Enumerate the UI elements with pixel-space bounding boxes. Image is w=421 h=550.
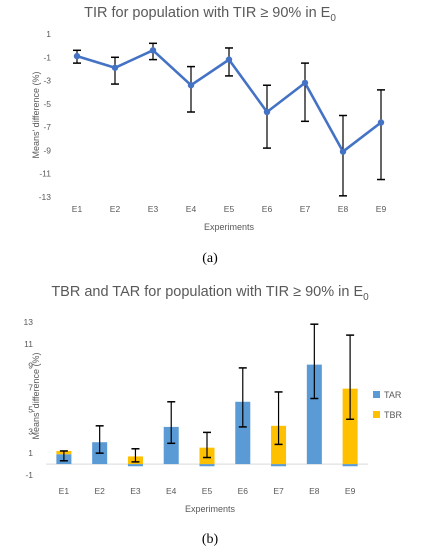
chart-a-x-tick-label: E2 [110,204,121,214]
chart-a-axis: 1 -1 -3 -5 -7 -9 -11 -13 E1 E2 E3 E4 E5 E6 E7 E8 E9 [39,29,387,214]
chart-a-caption: (a) [202,251,218,266]
chart-a-data-point [73,52,81,60]
chart-a-y-tick-label: -7 [43,122,51,132]
chart-b-bar-tar [127,464,143,467]
chart-b-y-tick-label: 1 [28,448,33,458]
chart-a-y-tick-label: -3 [43,76,51,86]
chart-b-legend: TAR TBR [373,390,403,420]
chart-b-x-tick-label: E6 [238,486,249,496]
chart-a-data-point [225,56,233,63]
chart-b-legend-swatch-tar [373,391,380,398]
chart-b-y-tick-label: 3 [28,426,33,436]
chart-b-bar-tbr [342,388,358,465]
chart-a-data-point [187,82,195,89]
chart-b-bar-tar [342,464,358,467]
chart-a-data-point [111,64,119,71]
chart-b-bars [56,323,358,467]
chart-a: TIR for population with TIR ≥ 90% in E0 … [31,5,386,266]
chart-b-bar-tar [271,464,287,467]
chart-a-x-axis-label: Experiments [204,222,255,232]
chart-a-data-point [377,119,385,126]
chart-b-x-tick-label: E5 [202,486,213,496]
chart-b-legend-swatch-tbr [373,411,380,418]
chart-a-title: TIR for population with TIR ≥ 90% in E0 [84,5,336,24]
chart-a-x-tick-label: E8 [338,204,349,214]
chart-a-y-tick-label: -13 [39,192,52,202]
chart-a-x-tick-label: E3 [148,204,159,214]
chart-b-y-tick-label: 11 [24,339,33,349]
chart-b-y-tick-label: 9 [28,361,33,371]
chart-a-y-tick-label: -9 [43,145,51,155]
chart-b-legend-label-tar: TAR [384,390,402,400]
chart-a-y-axis-label: Means' difference (%) [31,71,41,158]
chart-a-data-point [149,47,157,54]
chart-b-bar-tar [306,364,322,465]
chart-a-x-tick-label: E5 [224,204,235,214]
chart-b: TBR and TAR for population with TIR ≥ 90… [24,284,403,547]
chart-b-y-axis-label: Means' difference (%) [31,352,41,439]
chart-b-axis: 13 11 9 7 5 3 1 -1 E1 E2 E3 E4 E5 E6 E7 E8 E9 [24,317,368,496]
chart-a-y-tick-label: -1 [43,52,51,62]
chart-b-y-tick-label: 13 [24,317,34,327]
chart-b-x-tick-label: E8 [309,486,320,496]
chart-b-legend-label-tbr: TBR [384,410,403,420]
chart-a-x-tick-label: E1 [72,204,83,214]
chart-a-y-tick-label: -5 [43,99,51,109]
chart-a-data-point [339,148,347,155]
chart-b-bar-tar [163,426,179,465]
chart-b-x-tick-label: E9 [345,486,356,496]
chart-b-x-axis-label: Experiments [185,504,236,514]
chart-b-x-tick-label: E1 [59,486,70,496]
chart-b-x-tick-label: E7 [273,486,284,496]
chart-a-data-point [263,108,271,116]
chart-b-x-tick-label: E2 [94,486,105,496]
chart-b-caption: (b) [202,532,219,547]
chart-b-y-tick-label: -1 [25,470,33,480]
chart-b-bar-tar [235,401,251,465]
chart-b-x-tick-label: E4 [166,486,177,496]
chart-a-x-tick-label: E7 [300,204,311,214]
chart-a-x-tick-label: E6 [262,204,273,214]
chart-b-title: TBR and TAR for population with TIR ≥ 90… [51,284,369,303]
chart-a-series [73,42,385,197]
chart-a-data-point [301,79,309,87]
chart-a-x-tick-label: E9 [376,204,387,214]
chart-a-x-tick-label: E4 [186,204,197,214]
chart-b-y-tick-label: 7 [28,383,33,393]
chart-b-y-tick-label: 5 [28,404,33,414]
chart-a-y-tick-label: 1 [46,29,51,39]
chart-b-x-tick-label: E3 [130,486,141,496]
chart-b-bar-tar [199,464,215,467]
chart-a-y-tick-label: -11 [39,169,51,179]
